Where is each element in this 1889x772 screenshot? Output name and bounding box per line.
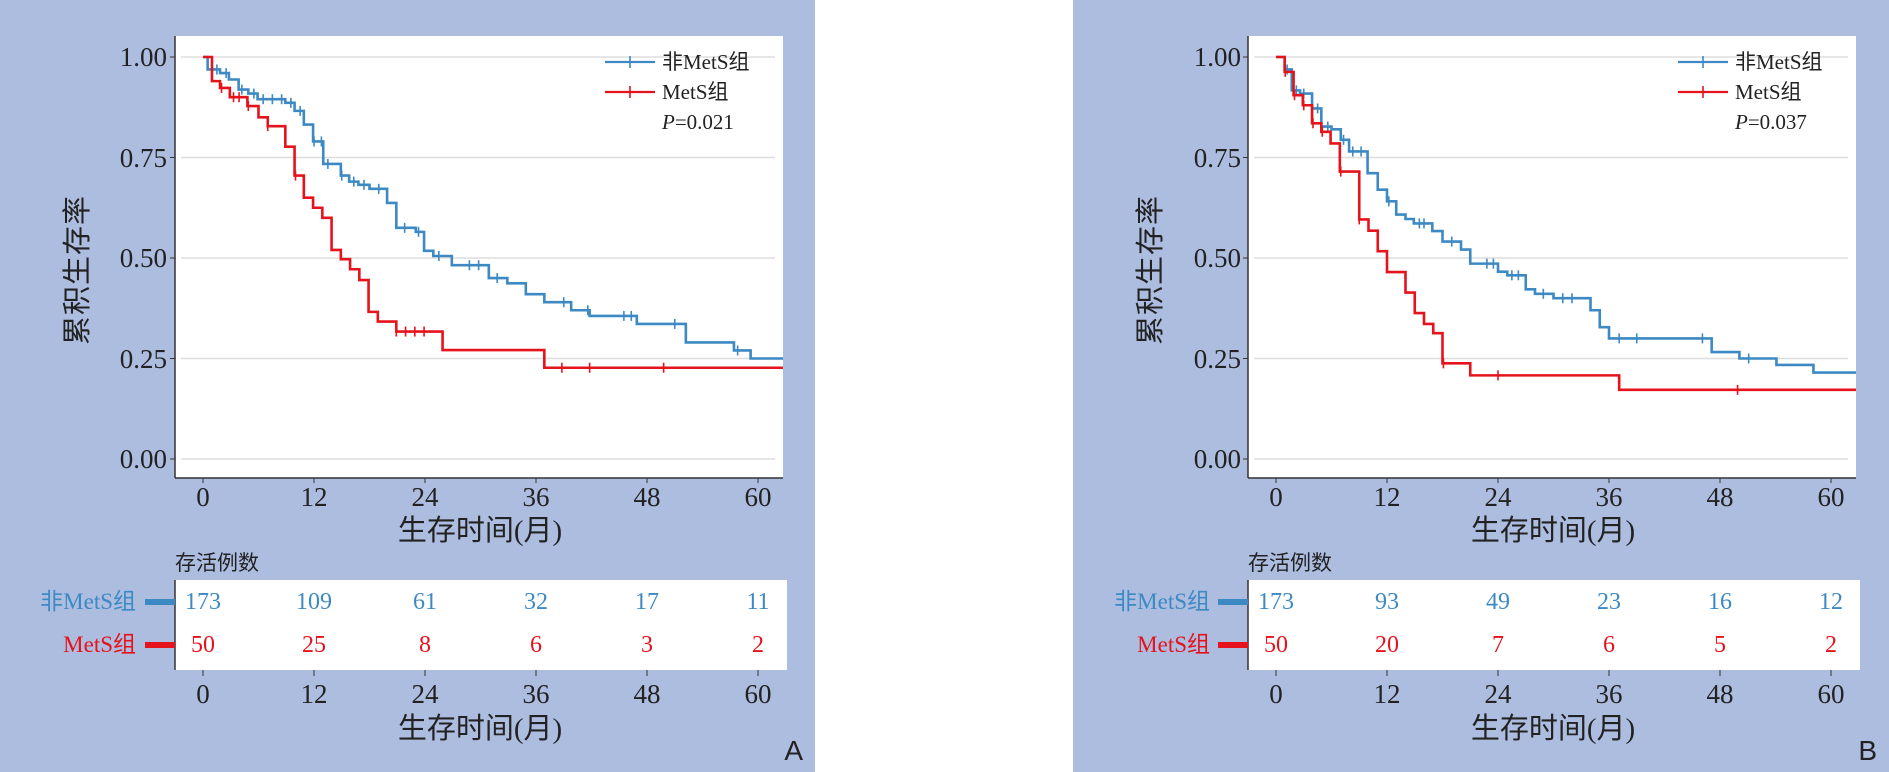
- risk-count: 3: [641, 632, 653, 658]
- panel-label: B: [1858, 735, 1877, 766]
- risk-count: 2: [752, 632, 764, 658]
- km-chart-svg: [1218, 36, 1860, 676]
- p-value: P=0.037: [1735, 111, 1807, 133]
- plot-area: [175, 36, 783, 478]
- x-axis-title: 生存时间(月): [1470, 515, 1636, 547]
- survival-curve-non_mets: [203, 55, 783, 360]
- risk-x-tick-label: 48: [633, 679, 661, 709]
- legend-label-mets: MetS组: [1735, 80, 1802, 104]
- risk-count: 50: [191, 632, 215, 658]
- risk-count: 16: [1708, 589, 1732, 615]
- risk-group-label-non_mets: 非MetS组: [40, 589, 136, 614]
- risk-group-label-mets: MetS组: [63, 632, 136, 657]
- y-tick-label: 0.00: [1193, 444, 1241, 474]
- risk-group-bar-non_mets: [1218, 599, 1248, 605]
- y-tick-label: 1.00: [1193, 42, 1241, 72]
- x-tick-label: 60: [1817, 482, 1845, 512]
- x-tick-label: 24: [1484, 482, 1512, 512]
- risk-x-tick-label: 12: [1373, 679, 1401, 709]
- risk-count: 5: [1714, 632, 1726, 658]
- risk-count: 6: [530, 632, 542, 658]
- risk-table-area: [1248, 580, 1860, 670]
- panel-a: 0.00 0.25 0.50 0.75 1.00 0 12 24 36 48 60 非MetS组 Met…: [0, 0, 815, 772]
- survival-curve-non_mets: [1276, 55, 1856, 374]
- risk-x-tick-label: 60: [1817, 679, 1845, 709]
- km-chart-svg: [145, 36, 787, 676]
- survival-curve-mets: [203, 55, 783, 370]
- risk-x-tick-label: 24: [1484, 679, 1512, 709]
- y-tick-label: 0.00: [119, 444, 167, 474]
- risk-count: 17: [635, 589, 659, 615]
- risk-count: 20: [1375, 632, 1399, 658]
- risk-count: 50: [1264, 632, 1288, 658]
- risk-count: 8: [419, 632, 431, 658]
- risk-x-tick-label: 0: [1269, 679, 1283, 709]
- plot-area: [1248, 36, 1856, 478]
- p-value-prefix: P: [662, 110, 675, 134]
- risk-count: 7: [1492, 632, 1504, 658]
- risk-x-tick-label: 24: [411, 679, 439, 709]
- legend-label-mets: MetS组: [662, 80, 729, 104]
- y-tick-label: 0.75: [1193, 142, 1241, 173]
- y-tick-label: 1.00: [119, 42, 167, 72]
- x-tick-label: 12: [300, 482, 328, 512]
- risk-table-title: 存活例数: [175, 551, 259, 575]
- x-tick-label: 36: [1595, 482, 1623, 512]
- risk-count: 61: [413, 589, 437, 615]
- x-tick-label: 0: [1269, 482, 1283, 512]
- y-axis-title: 累积生存率: [1134, 194, 1167, 346]
- risk-count: 173: [1258, 589, 1294, 615]
- panel-b: 0.00 0.25 0.50 0.75 1.00 0 12 24 36 48 60 非MetS组 Met…: [1073, 0, 1889, 772]
- risk-group-bar-mets: [1218, 642, 1248, 648]
- y-tick-label: 0.25: [119, 343, 167, 374]
- risk-count: 49: [1486, 589, 1510, 615]
- x-tick-label: 0: [196, 482, 210, 512]
- risk-count: 6: [1603, 632, 1615, 658]
- p-value-text: =0.037: [1747, 110, 1807, 134]
- p-value: P=0.021: [662, 111, 734, 133]
- risk-x-axis-title: 生存时间(月): [397, 713, 563, 745]
- risk-group-label-mets: MetS组: [1137, 632, 1210, 657]
- y-tick-label: 0.50: [119, 243, 167, 273]
- risk-group-label-non_mets: 非MetS组: [1114, 589, 1210, 614]
- legend-label-non_mets: 非MetS组: [1735, 50, 1823, 74]
- x-tick-label: 60: [744, 482, 772, 512]
- risk-x-tick-label: 12: [300, 679, 328, 709]
- risk-table-title: 存活例数: [1248, 551, 1332, 575]
- p-value-text: =0.021: [674, 110, 734, 134]
- y-tick-label: 0.50: [1193, 243, 1241, 273]
- risk-group-bar-mets: [145, 642, 175, 648]
- p-value-prefix: P: [1735, 110, 1748, 134]
- risk-x-tick-label: 60: [744, 679, 772, 709]
- risk-count: 32: [524, 589, 548, 615]
- y-tick-label: 0.25: [1193, 343, 1241, 374]
- x-tick-label: 24: [411, 482, 439, 512]
- risk-group-bar-non_mets: [145, 599, 175, 605]
- risk-x-tick-label: 36: [1595, 679, 1623, 709]
- risk-count: 173: [185, 589, 221, 615]
- x-tick-label: 48: [633, 482, 661, 512]
- x-tick-label: 12: [1373, 482, 1401, 512]
- x-axis-title: 生存时间(月): [397, 515, 563, 547]
- risk-table-area: [175, 580, 787, 670]
- risk-x-tick-label: 36: [522, 679, 550, 709]
- risk-x-axis-title: 生存时间(月): [1470, 713, 1636, 745]
- y-tick-label: 0.75: [119, 142, 167, 173]
- legend-label-non_mets: 非MetS组: [662, 50, 750, 74]
- risk-count: 11: [746, 589, 770, 615]
- x-tick-label: 48: [1706, 482, 1734, 512]
- risk-x-tick-label: 0: [196, 679, 210, 709]
- risk-count: 25: [302, 632, 326, 658]
- risk-count: 109: [296, 589, 332, 615]
- panel-label: A: [784, 735, 803, 766]
- risk-count: 23: [1597, 589, 1621, 615]
- y-axis-title: 累积生存率: [61, 194, 94, 346]
- risk-count: 2: [1825, 632, 1837, 658]
- risk-x-tick-label: 48: [1706, 679, 1734, 709]
- x-tick-label: 36: [522, 482, 550, 512]
- risk-count: 12: [1819, 589, 1843, 615]
- risk-count: 93: [1375, 589, 1399, 615]
